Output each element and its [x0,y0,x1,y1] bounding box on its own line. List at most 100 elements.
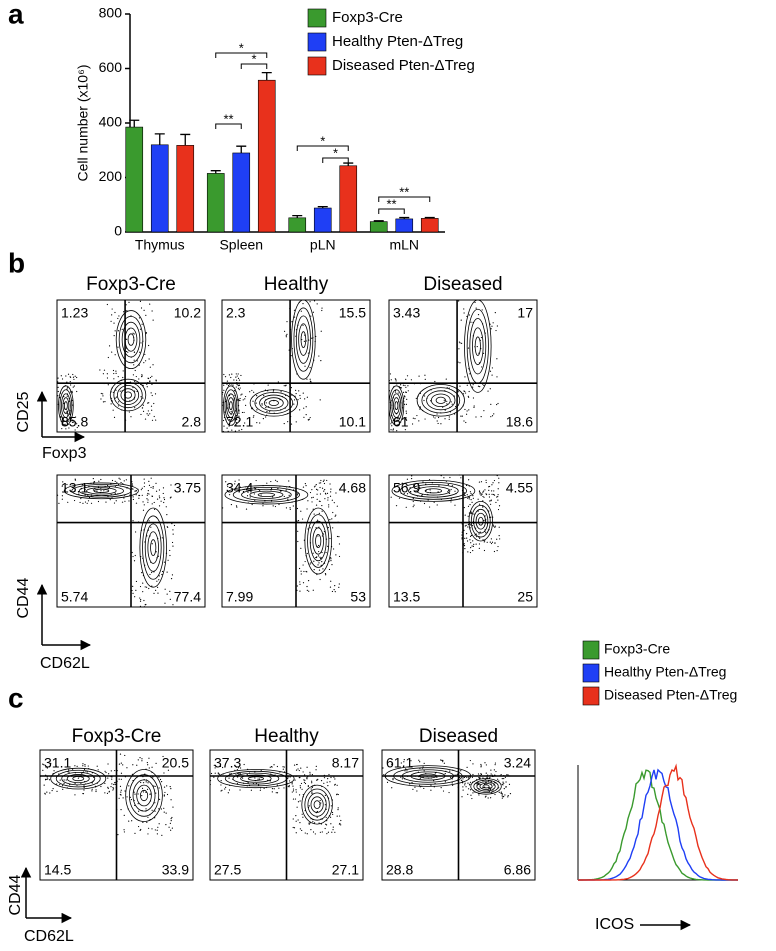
event-dot [239,773,241,775]
event-dot [232,413,234,415]
event-dot [307,419,309,421]
event-dot [286,333,288,335]
flow-plot: 31.1 20.514.5 33.9 [39,749,194,881]
event-dot [139,328,142,330]
event-dot [255,402,257,404]
event-dot [152,319,154,321]
event-dot [149,303,151,305]
event-dot [112,409,114,411]
event-dot [319,557,322,559]
event-dot [496,538,498,540]
event-dot [140,828,142,831]
event-dot [493,769,495,771]
event-dot [509,793,512,795]
event-dot [123,829,125,831]
event-dot [133,359,135,361]
event-dot [259,789,261,791]
event-dot [87,500,90,502]
event-dot [135,589,137,591]
event-dot [307,785,309,787]
event-dot [235,386,237,388]
event-dot [138,378,140,380]
event-dot [460,319,462,321]
quadrant-percent: 13.1 [61,480,88,496]
event-dot [496,358,498,360]
event-dot [250,789,252,791]
event-dot [299,822,301,824]
event-dot [146,498,148,500]
contour [473,508,489,534]
event-dot [483,496,485,498]
event-dot [475,543,477,545]
event-dot [141,760,143,762]
event-dot [122,370,124,372]
event-dot [333,589,335,591]
event-dot [232,384,234,386]
event-dot [158,823,160,825]
event-dot [163,807,165,809]
event-dot [125,350,128,353]
event-dot [480,481,483,483]
quadrant-percent: 18.6 [506,414,533,430]
event-dot [113,372,115,375]
event-dot [395,505,398,507]
event-dot [151,809,153,811]
event-dot [153,592,155,594]
event-dot [327,777,329,780]
event-dot [291,791,293,793]
event-dot [315,527,317,529]
event-dot [131,551,133,554]
event-dot [303,779,305,781]
event-dot [117,330,120,332]
event-dot [321,831,323,833]
event-dot [405,386,407,388]
event-dot [130,416,132,418]
event-dot [134,407,136,409]
event-dot [74,375,76,377]
event-dot [321,510,323,512]
quadrant-percent: 3.24 [504,755,531,771]
event-dot [392,431,394,433]
event-dot [213,764,215,766]
error-bar [210,170,221,174]
event-dot [158,505,161,507]
event-dot [223,425,225,427]
event-dot [463,506,465,509]
event-dot [442,790,445,792]
event-dot [472,792,474,794]
event-dot [106,792,109,795]
flow-plot: 1.23 10.285.8 2.8 [56,299,206,433]
event-dot [123,814,125,816]
event-dot [238,429,240,431]
event-dot [137,793,139,795]
event-dot [487,797,489,799]
event-dot [134,490,136,492]
event-dot [285,336,287,338]
event-dot [123,831,126,833]
event-dot [467,347,470,349]
event-dot [465,484,468,487]
event-dot [423,770,425,772]
event-dot [468,777,470,779]
event-dot [490,538,492,540]
event-dot [159,497,161,499]
contour [477,516,484,526]
event-dot [235,425,238,427]
event-dot [113,322,115,324]
event-dot [311,501,313,503]
event-dot [309,771,311,773]
event-dot [485,764,487,766]
event-dot [402,418,404,420]
event-dot [141,787,144,789]
event-dot [135,375,137,378]
event-dot [303,781,305,783]
event-dot [134,531,137,533]
event-dot [494,542,496,544]
event-dot [71,390,73,392]
event-dot [296,806,298,808]
event-dot [224,376,227,378]
event-dot [464,376,466,378]
event-dot [296,585,298,587]
event-dot [410,477,413,480]
event-dot [403,759,405,761]
